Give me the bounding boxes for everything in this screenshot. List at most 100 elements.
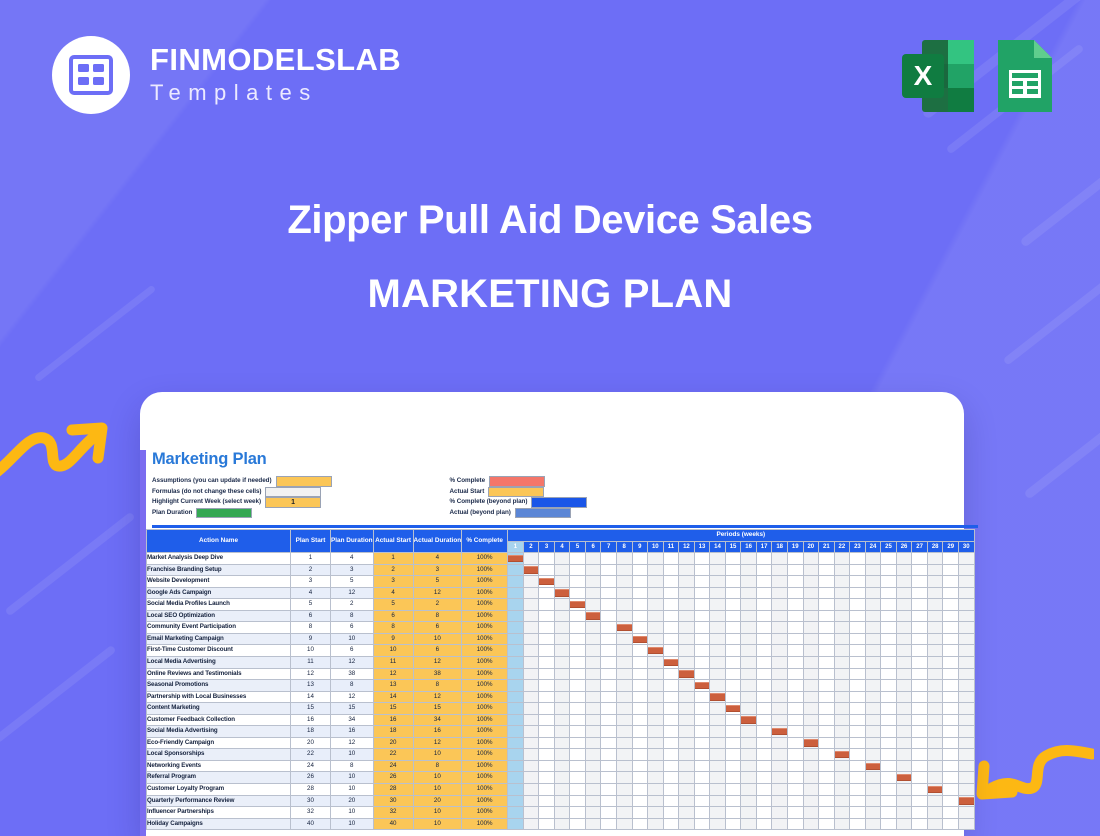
cell-action-name[interactable]: Social Media Profiles Launch	[146, 598, 291, 611]
week-header-26[interactable]: 26	[895, 540, 913, 554]
cell-action-name[interactable]: Customer Loyalty Program	[146, 783, 291, 796]
cell-plan-duration[interactable]: 2	[330, 598, 374, 611]
week-header-13[interactable]: 13	[693, 540, 711, 554]
week-header-12[interactable]: 12	[678, 540, 695, 554]
cell-action-name[interactable]: Partnership with Local Businesses	[146, 690, 291, 704]
cell-plan-start[interactable]: 40	[290, 817, 331, 831]
cell-actual-start[interactable]: 12	[372, 667, 414, 681]
cell-actual-start[interactable]: 6	[372, 609, 414, 623]
cell-actual-duration[interactable]: 20	[412, 794, 463, 808]
table-row[interactable]: Quarterly Performance Review 30 20 30 20 100%	[146, 794, 975, 808]
cell-actual-start[interactable]: 32	[372, 806, 414, 819]
week-header-29[interactable]: 29	[942, 540, 959, 554]
table-row[interactable]: Local Media Advertising 11 12 11 12 100%	[146, 656, 975, 669]
cell-actual-start[interactable]: 30	[372, 794, 414, 808]
table-row[interactable]: Local Sponsorships 22 10 22 10 100%	[146, 748, 975, 761]
cell-actual-duration[interactable]: 15	[412, 702, 463, 715]
cell-actual-duration[interactable]: 38	[412, 667, 463, 681]
cell-actual-start[interactable]: 22	[372, 748, 414, 761]
cell-plan-start[interactable]: 30	[290, 794, 331, 808]
cell-action-name[interactable]: Online Reviews and Testimonials	[146, 667, 291, 681]
cell-plan-start[interactable]: 2	[290, 563, 331, 577]
cell-actual-start[interactable]: 20	[372, 736, 414, 750]
cell-action-name[interactable]: Email Marketing Campaign	[146, 632, 291, 646]
column-header-actual-duration[interactable]: Actual Duration	[412, 528, 463, 554]
cell-actual-start[interactable]: 14	[372, 690, 414, 704]
cell-plan-duration[interactable]: 38	[330, 667, 374, 681]
cell-actual-duration[interactable]: 10	[412, 817, 463, 831]
cell-pct-complete[interactable]: 100%	[461, 609, 509, 623]
cell-pct-complete[interactable]: 100%	[461, 736, 509, 750]
cell-plan-start[interactable]: 11	[290, 656, 331, 669]
cell-pct-complete[interactable]: 100%	[461, 621, 509, 634]
cell-plan-start[interactable]: 32	[290, 806, 331, 819]
cell-action-name[interactable]: Local Media Advertising	[146, 656, 291, 669]
column-header-plan-duration[interactable]: Plan Duration	[330, 528, 374, 554]
cell-actual-start[interactable]: 40	[372, 817, 414, 831]
cell-actual-start[interactable]: 16	[372, 713, 414, 727]
cell-pct-complete[interactable]: 100%	[461, 563, 509, 577]
cell-pct-complete[interactable]: 100%	[461, 586, 509, 600]
cell-action-name[interactable]: Google Ads Campaign	[146, 586, 291, 600]
column-header-action-name[interactable]: Action Name	[146, 528, 291, 554]
week-header-1[interactable]: 1	[507, 540, 524, 554]
cell-plan-start[interactable]: 3	[290, 575, 331, 588]
cell-plan-duration[interactable]: 10	[330, 632, 374, 646]
week-header-8[interactable]: 8	[615, 540, 633, 554]
cell-actual-duration[interactable]: 8	[412, 679, 463, 692]
table-row[interactable]: Networking Events 24 8 24 8 100%	[146, 759, 975, 773]
table-row[interactable]: Social Media Profiles Launch 5 2 5 2 100%	[146, 598, 975, 611]
cell-plan-start[interactable]: 15	[290, 702, 331, 715]
cell-action-name[interactable]: Networking Events	[146, 759, 291, 773]
cell-plan-duration[interactable]: 12	[330, 656, 374, 669]
cell-pct-complete[interactable]: 100%	[461, 656, 509, 669]
cell-action-name[interactable]: Holiday Campaigns	[146, 817, 291, 831]
week-header-23[interactable]: 23	[849, 540, 866, 554]
cell-actual-start[interactable]: 15	[372, 702, 414, 715]
table-row[interactable]: Email Marketing Campaign 9 10 9 10 100%	[146, 632, 975, 646]
cell-actual-duration[interactable]: 10	[412, 632, 463, 646]
cell-plan-duration[interactable]: 20	[330, 794, 374, 808]
week-header-11[interactable]: 11	[662, 540, 680, 554]
cell-pct-complete[interactable]: 100%	[461, 806, 509, 819]
cell-action-name[interactable]: Content Marketing	[146, 702, 291, 715]
week-header-18[interactable]: 18	[771, 540, 788, 554]
column-header-actual-start[interactable]: Actual Start	[372, 528, 414, 554]
cell-pct-complete[interactable]: 100%	[461, 598, 509, 611]
cell-pct-complete[interactable]: 100%	[461, 679, 509, 692]
column-header-pct-complete[interactable]: % Complete	[461, 528, 509, 554]
cell-actual-duration[interactable]: 16	[412, 725, 463, 738]
cell-actual-duration[interactable]: 5	[412, 575, 463, 588]
cell-action-name[interactable]: First-Time Customer Discount	[146, 644, 291, 657]
cell-plan-duration[interactable]: 6	[330, 644, 374, 657]
week-header-20[interactable]: 20	[802, 540, 820, 554]
cell-actual-duration[interactable]: 12	[412, 586, 463, 600]
week-header-9[interactable]: 9	[631, 540, 649, 554]
cell-actual-duration[interactable]: 12	[412, 690, 463, 704]
cell-actual-duration[interactable]: 10	[412, 806, 463, 819]
table-row[interactable]: Customer Loyalty Program 28 10 28 10 100%	[146, 783, 975, 796]
cell-plan-start[interactable]: 24	[290, 759, 331, 773]
legend-swatch[interactable]: 1	[265, 497, 322, 508]
cell-pct-complete[interactable]: 100%	[461, 817, 509, 831]
table-row[interactable]: Social Media Advertising 18 16 18 16 100%	[146, 725, 975, 738]
week-header-2[interactable]: 2	[522, 540, 540, 554]
week-header-28[interactable]: 28	[926, 540, 944, 554]
cell-actual-duration[interactable]: 4	[412, 552, 463, 565]
week-header-17[interactable]: 17	[755, 540, 773, 554]
cell-plan-duration[interactable]: 4	[330, 552, 374, 565]
week-header-3[interactable]: 3	[538, 540, 555, 554]
table-row[interactable]: Content Marketing 15 15 15 15 100%	[146, 702, 975, 715]
cell-pct-complete[interactable]: 100%	[461, 644, 509, 657]
cell-actual-start[interactable]: 9	[372, 632, 414, 646]
table-row[interactable]: Local SEO Optimization 6 8 6 8 100%	[146, 609, 975, 623]
cell-plan-duration[interactable]: 10	[330, 783, 374, 796]
cell-pct-complete[interactable]: 100%	[461, 794, 509, 808]
table-row[interactable]: Website Development 3 5 3 5 100%	[146, 575, 975, 588]
week-header-19[interactable]: 19	[786, 540, 804, 554]
cell-actual-start[interactable]: 26	[372, 771, 414, 785]
week-header-10[interactable]: 10	[647, 540, 664, 554]
cell-actual-duration[interactable]: 6	[412, 621, 463, 634]
cell-pct-complete[interactable]: 100%	[461, 725, 509, 738]
cell-action-name[interactable]: Community Event Participation	[146, 621, 291, 634]
